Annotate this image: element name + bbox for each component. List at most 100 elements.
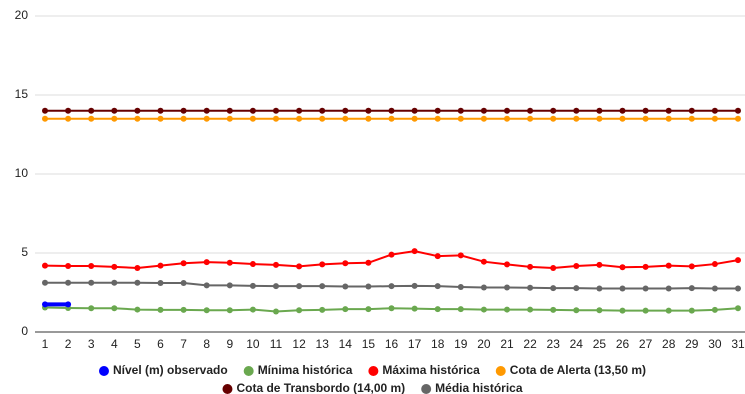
data-point bbox=[365, 306, 372, 313]
data-point bbox=[203, 115, 210, 122]
data-point bbox=[480, 258, 487, 265]
data-point bbox=[319, 261, 326, 268]
data-point bbox=[273, 283, 279, 290]
legend-label: Média histórica bbox=[435, 381, 523, 394]
data-point bbox=[42, 262, 48, 269]
x-tick-label: 6 bbox=[157, 337, 164, 351]
data-point bbox=[711, 306, 718, 313]
data-point bbox=[504, 261, 510, 268]
y-tick-label: 15 bbox=[15, 87, 29, 101]
data-point bbox=[342, 306, 349, 313]
data-point bbox=[711, 261, 718, 268]
x-tick-label: 10 bbox=[246, 337, 260, 351]
data-point bbox=[342, 115, 349, 122]
x-tick-label: 7 bbox=[180, 337, 187, 351]
x-tick-label: 18 bbox=[431, 337, 445, 351]
data-point bbox=[319, 115, 326, 122]
data-point bbox=[342, 107, 349, 114]
data-point bbox=[249, 107, 256, 114]
data-point bbox=[88, 262, 95, 269]
x-tick-label: 5 bbox=[134, 337, 141, 351]
data-point bbox=[434, 283, 441, 290]
legend-label: Cota de Alerta (13,50 m) bbox=[510, 363, 646, 377]
data-point bbox=[134, 265, 141, 272]
data-point bbox=[596, 107, 603, 114]
data-point bbox=[411, 115, 418, 122]
data-point bbox=[42, 115, 48, 122]
data-point bbox=[226, 107, 233, 114]
data-point bbox=[527, 284, 534, 291]
x-tick-label: 24 bbox=[570, 337, 584, 351]
data-point bbox=[688, 285, 695, 292]
data-point bbox=[642, 263, 649, 270]
data-point bbox=[735, 115, 741, 122]
data-point bbox=[273, 308, 279, 315]
data-point bbox=[88, 107, 95, 114]
x-tick-label: 21 bbox=[500, 337, 514, 351]
data-point bbox=[735, 107, 741, 114]
x-tick-label: 17 bbox=[408, 337, 422, 351]
data-point bbox=[665, 307, 672, 314]
data-point bbox=[619, 307, 626, 314]
data-point bbox=[665, 262, 672, 269]
data-point bbox=[596, 115, 603, 122]
x-tick-label: 29 bbox=[685, 337, 699, 351]
x-tick-label: 13 bbox=[316, 337, 330, 351]
data-point bbox=[296, 307, 303, 314]
data-point bbox=[65, 279, 72, 286]
data-point bbox=[180, 306, 187, 313]
data-point bbox=[434, 306, 441, 313]
data-point bbox=[596, 261, 603, 268]
data-point bbox=[550, 285, 557, 292]
data-point bbox=[619, 285, 626, 292]
data-point bbox=[249, 282, 256, 289]
data-point bbox=[157, 262, 164, 269]
data-point bbox=[342, 260, 349, 267]
legend-swatch bbox=[368, 366, 379, 376]
data-point bbox=[111, 107, 118, 114]
y-tick-label: 0 bbox=[21, 324, 28, 338]
data-point bbox=[42, 301, 48, 308]
data-point bbox=[65, 115, 72, 122]
data-point bbox=[226, 307, 233, 314]
data-point bbox=[665, 107, 672, 114]
data-point bbox=[273, 115, 279, 122]
legend-label: Nível (m) observado bbox=[113, 363, 228, 377]
data-point bbox=[88, 279, 95, 286]
data-point bbox=[642, 115, 649, 122]
data-point bbox=[180, 280, 187, 287]
y-tick-label: 10 bbox=[15, 166, 29, 180]
data-point bbox=[365, 107, 372, 114]
data-point bbox=[665, 115, 672, 122]
data-point bbox=[388, 115, 395, 122]
data-point bbox=[550, 265, 557, 272]
data-point bbox=[180, 260, 187, 267]
data-point bbox=[180, 115, 187, 122]
data-point bbox=[434, 115, 441, 122]
x-tick-label: 26 bbox=[616, 337, 630, 351]
data-point bbox=[411, 282, 418, 289]
x-tick-label: 9 bbox=[226, 337, 233, 351]
data-point bbox=[619, 264, 626, 271]
data-point bbox=[203, 282, 210, 289]
data-point bbox=[688, 263, 695, 270]
legend-swatch bbox=[243, 366, 254, 376]
data-point bbox=[203, 307, 210, 314]
data-point bbox=[226, 115, 233, 122]
x-tick-label: 2 bbox=[65, 337, 72, 351]
data-point bbox=[411, 248, 418, 255]
data-point bbox=[88, 115, 95, 122]
y-tick-label: 20 bbox=[15, 8, 29, 22]
data-point bbox=[157, 115, 164, 122]
data-point bbox=[226, 259, 233, 266]
data-point bbox=[735, 257, 741, 264]
data-point bbox=[480, 107, 487, 114]
x-tick-label: 31 bbox=[731, 337, 745, 351]
data-point bbox=[550, 107, 557, 114]
data-point bbox=[180, 107, 187, 114]
data-point bbox=[527, 115, 534, 122]
data-point bbox=[642, 107, 649, 114]
data-point bbox=[665, 285, 672, 292]
x-tick-label: 27 bbox=[639, 337, 653, 351]
data-point bbox=[688, 307, 695, 314]
